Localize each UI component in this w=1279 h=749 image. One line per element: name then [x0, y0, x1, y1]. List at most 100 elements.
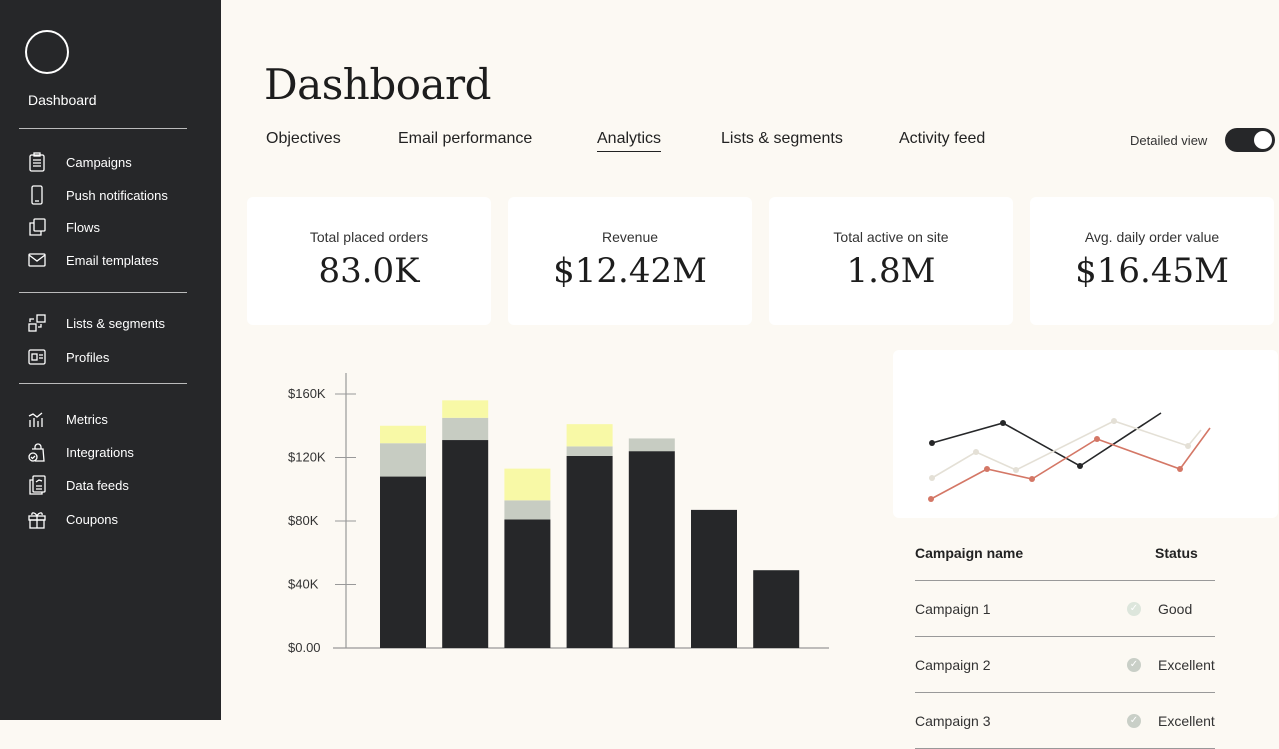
y-tick-label: $0.00 [288, 640, 321, 655]
sidebar-item-label: Email templates [66, 252, 159, 268]
kpi-label: Revenue [601, 229, 659, 245]
tab-lists-segments[interactable]: Lists & segments [721, 130, 843, 147]
sidebar-item-lists-segments[interactable]: Lists & segments [26, 312, 165, 334]
bar-segment [442, 400, 489, 418]
sidebar-item-label: Campaigns [66, 154, 132, 170]
tab-analytics[interactable]: Analytics [597, 130, 662, 152]
tab-activity-feed[interactable]: Activity feed [899, 130, 986, 147]
bar-segment [380, 476, 426, 648]
header-status: Status [1155, 545, 1198, 561]
sidebar-item-campaigns[interactable]: Campaigns [26, 151, 132, 173]
line-series [930, 427, 1211, 500]
segments-icon [28, 314, 46, 332]
data-point [1013, 467, 1019, 473]
bar-segment [566, 446, 613, 456]
data-point [984, 466, 990, 472]
data-point [928, 496, 934, 502]
sidebar-item-email-templates[interactable]: Email templates [26, 249, 158, 271]
bar-segment [442, 440, 489, 648]
tab-objectives[interactable]: Objectives [266, 130, 341, 147]
logo[interactable] [25, 30, 69, 74]
bar-segment [504, 468, 551, 501]
gift-icon [28, 512, 46, 529]
y-tick-label: $80K [288, 513, 319, 528]
y-tick-label: $160K [288, 386, 326, 401]
sidebar-item-label: Integrations [66, 444, 134, 460]
data-point [973, 449, 979, 455]
data-point [929, 440, 935, 446]
sidebar-item-integrations[interactable]: Integrations [26, 441, 134, 463]
y-tick-label: $120K [288, 450, 326, 465]
sidebar-item-label: Coupons [66, 511, 119, 527]
phone-icon [31, 185, 43, 205]
campaign-name: Campaign 2 [915, 656, 991, 673]
kpi-value: $16.45M [1075, 251, 1229, 291]
sidebar-item-label: Metrics [66, 411, 108, 427]
sidebar-item-coupons[interactable]: Coupons [26, 508, 118, 530]
data-point [1094, 436, 1100, 442]
profile-card-icon [28, 349, 46, 365]
table-row[interactable]: Campaign 1 ✓ Good [915, 581, 1215, 637]
tab-email-performance[interactable]: Email performance [398, 130, 533, 147]
sidebar-item-label: Data feeds [66, 477, 129, 493]
kpi-card: Total active on site 1.8M [769, 197, 1013, 325]
kpi-card: Revenue $12.42M [508, 197, 752, 325]
envelope-icon [28, 253, 46, 267]
kpi-card: Avg. daily order value $16.45M [1030, 197, 1274, 325]
table-row[interactable]: Campaign 3 ✓ Excellent [915, 693, 1215, 749]
sidebar: Dashboard Campaigns Push notifications Flo… [0, 0, 221, 720]
check-icon: ✓ [1127, 657, 1141, 672]
sidebar-item-flows[interactable]: Flows [26, 216, 100, 238]
check-icon: ✓ [1127, 601, 1141, 616]
data-point [1111, 418, 1117, 424]
bar-segment [566, 455, 613, 648]
bar-segment [504, 519, 551, 648]
sidebar-item-push-notifications[interactable]: Push notifications [26, 184, 168, 206]
sidebar-item-label: Lists & segments [66, 315, 165, 331]
kpi-card: Total placed orders 83.0K [247, 197, 491, 325]
sidebar-item-label: Push notifications [66, 187, 168, 203]
sidebar-item-data-feeds[interactable]: Data feeds [26, 474, 129, 496]
kpi-value: 1.8M [846, 251, 936, 291]
status-badge: ✓ Excellent [1127, 713, 1215, 729]
data-point [1185, 443, 1191, 449]
kpi-label: Total placed orders [309, 229, 429, 245]
sidebar-item-profiles[interactable]: Profiles [26, 346, 109, 368]
kpi-value: $12.42M [553, 251, 707, 291]
detailed-view-toggle[interactable] [1225, 128, 1275, 152]
bar-segment [628, 438, 675, 452]
page-title: Dashboard [264, 60, 492, 109]
sidebar-item-label: Profiles [66, 349, 110, 365]
table-header: Campaign name Status [915, 540, 1215, 581]
check-icon: ✓ [1127, 713, 1141, 728]
line-series [931, 420, 1202, 479]
kpi-label: Avg. daily order value [1084, 229, 1220, 245]
status-badge: ✓ Excellent [1127, 657, 1215, 673]
bar-chart: $0.00 $40K $80K $120K $160K [288, 373, 829, 655]
status-text: Excellent [1158, 712, 1215, 729]
divider [19, 383, 187, 384]
bar-segment [628, 451, 675, 648]
data-point [1029, 476, 1035, 482]
header-campaign-name: Campaign name [915, 545, 1024, 561]
status-text: Good [1158, 600, 1193, 617]
copy-icon [29, 218, 46, 236]
main: Dashboard Objectives Email performance A… [221, 0, 1279, 749]
data-point [1077, 463, 1083, 469]
data-feed-icon [29, 475, 46, 495]
bar-segment [380, 425, 426, 444]
bar-segment [442, 417, 489, 441]
bar-segment [753, 570, 800, 648]
table-row[interactable]: Campaign 2 ✓ Excellent [915, 637, 1215, 693]
line-series [931, 412, 1162, 467]
bar-segment [566, 424, 613, 447]
bar-segment [504, 500, 551, 520]
kpi-label: Total active on site [833, 229, 949, 245]
data-point [1000, 420, 1006, 426]
y-tick-label: $40K [288, 577, 319, 592]
sidebar-dashboard-link[interactable]: Dashboard [28, 92, 97, 108]
divider [19, 292, 187, 293]
campaign-table: Campaign name Status Campaign 1 ✓ Good Campa… [915, 540, 1215, 749]
sidebar-item-metrics[interactable]: Metrics [26, 408, 108, 430]
campaign-name: Campaign 3 [915, 712, 991, 729]
